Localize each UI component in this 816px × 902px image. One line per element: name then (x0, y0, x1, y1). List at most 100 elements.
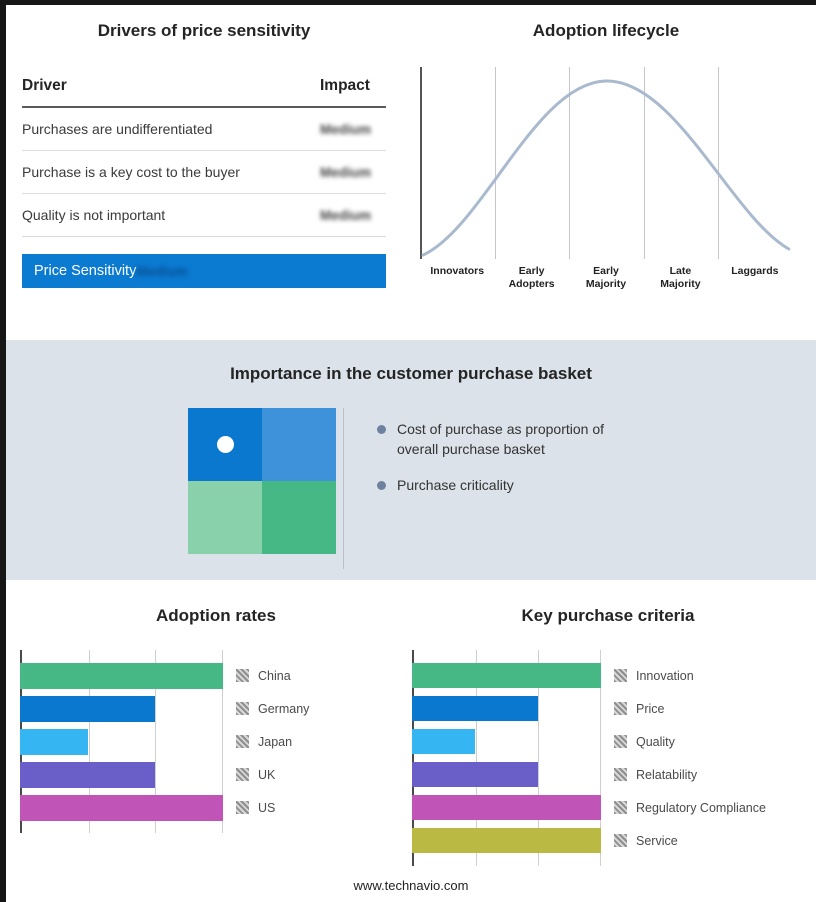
stage-label: Early Adopters (508, 265, 555, 290)
impact-value: Medium (320, 164, 372, 180)
legend-swatch-icon (614, 702, 627, 715)
driver-label: Quality is not important (22, 207, 166, 223)
bar-row: China (20, 659, 412, 692)
stage-column (420, 67, 495, 259)
bar-track (20, 761, 223, 788)
bar-track (412, 762, 601, 787)
bullet-text: Cost of purchase as proportion of overal… (397, 421, 605, 457)
adoption-rates-plot: China Germany Japan UK US (20, 650, 412, 833)
bar-track (412, 729, 601, 754)
legend-swatch-icon (236, 768, 249, 781)
adoption-rates-title: Adoption rates (156, 606, 276, 625)
bullet-icon (377, 481, 386, 491)
legend-swatch-icon (614, 768, 627, 781)
bullet-text: Purchase criticality (397, 477, 514, 494)
bar-germany (20, 695, 156, 722)
charts-row: Adoption rates China Germany Japan UK US Key… (6, 606, 816, 866)
legend-swatch-icon (614, 669, 627, 682)
adoption-rates-chart: Adoption rates China Germany Japan UK US (20, 606, 412, 866)
lifecycle-title: Adoption lifecycle (532, 21, 680, 40)
driver-row: Purchases are undifferentiated Medium (22, 108, 386, 151)
bar-innovation (412, 663, 601, 688)
legend-label: Price (636, 701, 665, 716)
lifecycle-gridlines (420, 67, 792, 259)
drivers-table: Driver Impact Purchases are undifferenti… (22, 77, 386, 288)
legend-swatch-icon (236, 735, 249, 748)
bar-service (412, 828, 601, 853)
footer-url: www.technavio.com (353, 878, 469, 893)
price-sensitivity-bar: Price Sensitivity Medium (22, 254, 386, 288)
legend-label: Innovation (636, 668, 694, 683)
drivers-title: Drivers of price sensitivity (97, 21, 311, 40)
quadrant-top-left (188, 408, 262, 481)
legend-swatch-icon (236, 669, 249, 682)
bar-row: Service (412, 824, 804, 857)
bar-track (20, 794, 223, 821)
bar-us (20, 794, 223, 821)
lifecycle-panel: Adoption lifecycle Innovators Early Adop… (404, 5, 816, 340)
adoption-lifecycle-chart (420, 67, 792, 259)
bar-uk (20, 761, 156, 788)
legend-label: US (258, 800, 276, 815)
column-header-impact: Impact (320, 77, 370, 94)
key-purchase-criteria-title: Key purchase criteria (521, 606, 695, 625)
impact-value: Medium (320, 207, 372, 223)
legend-swatch-icon (614, 801, 627, 814)
price-sensitivity-label: Price Sensitivity (34, 263, 137, 279)
key-purchase-criteria-plot: Innovation Price Quality Relatability Regula… (412, 650, 804, 866)
stage-column (643, 67, 718, 259)
bar-regulatory-compliance (412, 795, 601, 820)
key-purchase-criteria-chart: Key purchase criteria Innovation Price Qua… (412, 606, 816, 866)
legend-label: UK (258, 767, 276, 782)
bar-row: Innovation (412, 659, 804, 692)
legend-label: Quality (636, 734, 675, 749)
stage-label: Innovators (430, 265, 485, 277)
bar-track (20, 662, 223, 689)
bar-track (20, 695, 223, 722)
stage-label: Early Majority (585, 265, 627, 290)
legend-swatch-icon (236, 801, 249, 814)
legend-label: China (258, 668, 291, 683)
bar-track (412, 696, 601, 721)
impact-value: Medium (320, 121, 372, 137)
bar-track (412, 663, 601, 688)
legend-swatch-icon (236, 702, 249, 715)
quadrant-axis-line (343, 408, 344, 569)
bar-price (412, 696, 538, 721)
bar-row: Quality (412, 725, 804, 758)
price-sensitivity-impact: Medium (136, 263, 188, 279)
bar-track (412, 795, 601, 820)
quadrant-wrap (188, 408, 344, 569)
bar-quality (412, 729, 475, 754)
legend-label: Regulatory Compliance (636, 800, 766, 815)
bar-rows: China Germany Japan UK US (20, 659, 412, 824)
column-header-driver: Driver (22, 77, 67, 94)
stage-column (717, 67, 792, 259)
bar-row: US (20, 791, 412, 824)
stage-column (495, 67, 569, 259)
bar-row: Relatability (412, 758, 804, 791)
quadrant-top-right (262, 408, 336, 481)
legend-label: Germany (258, 701, 310, 716)
position-dot-icon (217, 436, 234, 453)
charts-section: Adoption rates China Germany Japan UK US Key… (6, 580, 816, 893)
legend-swatch-icon (614, 735, 627, 748)
legend-label: Relatability (636, 767, 698, 782)
quadrant-bottom-left (188, 481, 262, 554)
drivers-table-header: Driver Impact (22, 77, 386, 108)
bar-row: Germany (20, 692, 412, 725)
bar-relatability (412, 762, 538, 787)
bar-japan (20, 728, 88, 755)
bar-row: UK (20, 758, 412, 791)
basket-section: Importance in the customer purchase bask… (6, 340, 816, 580)
bar-row: Price (412, 692, 804, 725)
top-section: Drivers of price sensitivity Driver Impa… (6, 5, 816, 340)
bar-track (412, 828, 601, 853)
bullet-item: Purchase criticality (377, 476, 647, 496)
bar-rows: Innovation Price Quality Relatability Regula… (412, 659, 804, 857)
basket-title: Importance in the customer purchase bask… (230, 364, 592, 383)
quadrant-bottom-right (262, 481, 336, 554)
bullet-icon (377, 425, 386, 434)
driver-row: Purchase is a key cost to the buyer Medi… (22, 151, 386, 194)
legend-label: Service (636, 833, 678, 848)
